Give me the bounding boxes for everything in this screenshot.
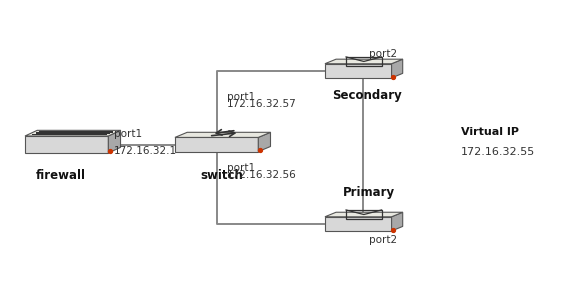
Polygon shape bbox=[175, 132, 270, 137]
Text: port2: port2 bbox=[369, 49, 398, 60]
Polygon shape bbox=[258, 132, 270, 152]
Text: Secondary: Secondary bbox=[332, 89, 402, 102]
Polygon shape bbox=[392, 59, 403, 78]
Text: 172.16.32.1: 172.16.32.1 bbox=[114, 146, 177, 156]
Text: firewall: firewall bbox=[36, 168, 86, 181]
Polygon shape bbox=[392, 212, 403, 231]
Polygon shape bbox=[33, 134, 107, 136]
Text: port1: port1 bbox=[227, 163, 255, 173]
Text: port1: port1 bbox=[227, 92, 255, 102]
Text: 172.16.32.56: 172.16.32.56 bbox=[227, 170, 296, 180]
Text: port2: port2 bbox=[369, 235, 398, 245]
Text: switch: switch bbox=[201, 168, 243, 181]
Text: 172.16.32.57: 172.16.32.57 bbox=[227, 99, 296, 109]
Polygon shape bbox=[325, 217, 392, 231]
Text: Virtual IP: Virtual IP bbox=[461, 127, 519, 137]
Text: 172.16.32.55: 172.16.32.55 bbox=[461, 147, 535, 157]
Polygon shape bbox=[35, 132, 110, 134]
Polygon shape bbox=[25, 130, 121, 136]
Polygon shape bbox=[325, 59, 403, 64]
Polygon shape bbox=[39, 131, 113, 133]
Polygon shape bbox=[325, 212, 403, 217]
Polygon shape bbox=[25, 136, 108, 153]
Polygon shape bbox=[175, 137, 258, 152]
Text: port1: port1 bbox=[114, 129, 142, 139]
Polygon shape bbox=[325, 64, 392, 78]
Polygon shape bbox=[108, 130, 121, 153]
Text: Primary: Primary bbox=[343, 186, 396, 199]
